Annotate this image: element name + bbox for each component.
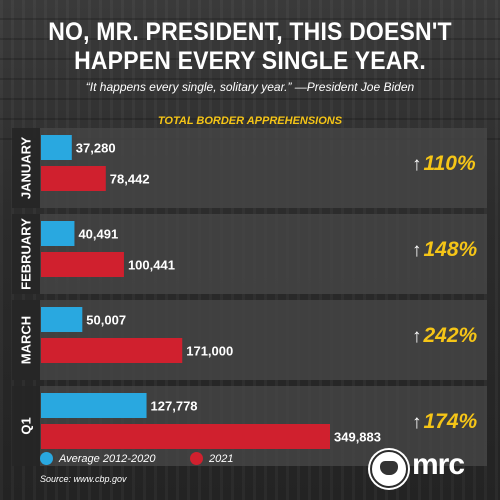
legend-label-2021: 2021 xyxy=(209,452,234,465)
legend-label-average: Average 2012-2020 xyxy=(59,452,156,465)
legend-swatch-2021 xyxy=(190,452,203,466)
value-label-2021-january: 78,442 xyxy=(109,171,150,186)
change-q1: ↑174% xyxy=(412,410,477,434)
change-value-february: 148% xyxy=(423,238,478,261)
page-title: NO, MR. PRESIDENT, THIS DOESN'T HAPPEN E… xyxy=(20,18,480,76)
up-arrow-icon: ↑ xyxy=(412,154,422,175)
change-value-q1: 174% xyxy=(423,410,478,433)
up-arrow-icon: ↑ xyxy=(412,240,422,261)
legend-item-average: Average 2012-2020 xyxy=(40,450,155,468)
change-february: ↑148% xyxy=(412,238,477,262)
change-january: ↑110% xyxy=(412,152,476,176)
panel-label-strip xyxy=(12,128,40,208)
up-arrow-icon: ↑ xyxy=(412,412,422,433)
logo-wordmark: mrc xyxy=(412,448,465,481)
biden-quote: “It happens every single, solitary year.… xyxy=(85,80,415,94)
value-label-2021-february: 100,441 xyxy=(127,257,175,272)
value-label-2021-march: 171,000 xyxy=(186,343,234,358)
change-value-january: 110% xyxy=(423,152,476,175)
bulldog-icon xyxy=(370,450,408,488)
value-label-average-january: 37,280 xyxy=(75,140,116,155)
legend-item-2021: 2021 xyxy=(190,450,233,468)
category-label-january: JANUARY xyxy=(18,136,34,200)
legend-swatch-average xyxy=(40,452,53,466)
panel-label-strip xyxy=(12,214,40,294)
category-label-march: MARCH xyxy=(18,315,34,365)
value-label-average-march: 50,007 xyxy=(86,312,127,327)
title-line-2: HAPPEN EVERY SINGLE YEAR. xyxy=(74,47,426,75)
value-label-average-february: 40,491 xyxy=(78,226,119,241)
source-note: Source: www.cbp.gov xyxy=(40,474,127,484)
category-label-q1: Q1 xyxy=(18,417,34,435)
chart-title: TOTAL BORDER APPREHENSIONS xyxy=(157,115,343,127)
panel-label-strip xyxy=(12,300,40,380)
up-arrow-icon: ↑ xyxy=(412,326,422,347)
title-line-1: NO, MR. PRESIDENT, THIS DOESN'T xyxy=(48,18,452,46)
panel-label-strip xyxy=(12,386,40,466)
category-label-february: FEBRUARY xyxy=(18,218,34,290)
change-march: ↑242% xyxy=(412,324,477,348)
value-label-average-q1: 127,778 xyxy=(150,398,198,413)
mrc-logo: mrc xyxy=(370,447,488,488)
value-label-2021-q1: 349,883 xyxy=(334,429,381,444)
change-value-march: 242% xyxy=(423,324,478,347)
